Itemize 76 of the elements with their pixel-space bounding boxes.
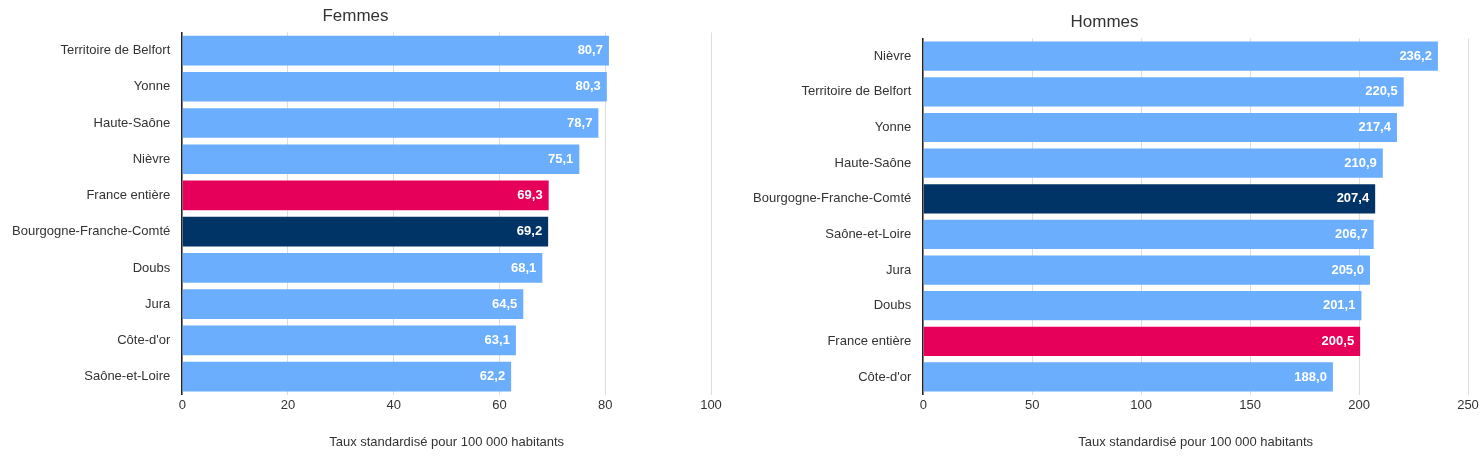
- data-label: 207,4: [1336, 190, 1370, 206]
- x-tick-label: 80: [598, 397, 613, 413]
- y-tick-label: Territoire de Belfort: [801, 83, 912, 99]
- y-tick-label: Bourgogne-Franche-Comté: [753, 190, 912, 206]
- x-tick-label: 200: [1348, 397, 1370, 413]
- bar: [923, 291, 1362, 321]
- data-label: 80,7: [577, 42, 603, 58]
- y-tick-label: Doubs: [873, 297, 912, 313]
- bar: [923, 255, 1370, 285]
- y-tick-label: Haute-Saône: [834, 154, 912, 170]
- bar: [923, 362, 1333, 392]
- x-tick-label: 20: [280, 397, 296, 413]
- y-tick-label: France entière: [86, 187, 171, 203]
- bar: [182, 325, 516, 356]
- bar: [923, 41, 1438, 71]
- bar: [182, 216, 549, 247]
- data-label: 220,5: [1365, 83, 1398, 99]
- x-tick-label: 50: [1024, 397, 1040, 413]
- x-axis-title: Taux standardisé pour 100 000 habitants: [1078, 433, 1314, 449]
- data-label: 68,1: [511, 259, 537, 275]
- bar: [182, 253, 543, 283]
- data-label: 62,2: [479, 368, 506, 384]
- data-label: 205,0: [1331, 261, 1364, 277]
- data-label: 63,1: [484, 332, 510, 348]
- data-label: 206,7: [1335, 226, 1368, 241]
- x-tick-label: 0: [919, 397, 927, 413]
- data-label: 80,3: [575, 78, 601, 94]
- data-label: 75,1: [548, 150, 574, 166]
- bar: [182, 35, 609, 66]
- bar: [923, 148, 1383, 178]
- data-label: 236,2: [1399, 47, 1432, 63]
- x-tick-label: 100: [1130, 397, 1152, 413]
- y-tick-label: Doubs: [132, 259, 171, 275]
- data-label: 210,9: [1344, 154, 1377, 170]
- x-tick-label: 0: [178, 397, 186, 413]
- bar: [923, 77, 1404, 107]
- y-tick-label: Jura: [885, 261, 913, 277]
- y-tick-label: Yonne: [874, 119, 912, 135]
- y-tick-label: Côte-d'or: [117, 332, 171, 348]
- x-axis-title: Taux standardisé pour 100 000 habitants: [329, 433, 565, 449]
- bar: [182, 289, 524, 320]
- y-tick-label: Nièvre: [873, 47, 912, 63]
- x-tick-label: 60: [492, 397, 507, 413]
- chart-title: Hommes: [1070, 11, 1139, 31]
- chart-title: Femmes: [322, 5, 389, 25]
- y-tick-label: Territoire de Belfort: [60, 42, 171, 58]
- data-label: 78,7: [567, 114, 593, 130]
- bar: [923, 326, 1361, 356]
- data-label: 188,0: [1294, 368, 1327, 384]
- y-tick-label: Yonne: [133, 78, 171, 94]
- y-tick-label: Côte-d'or: [858, 368, 912, 384]
- y-tick-label: France entière: [827, 332, 912, 348]
- x-tick-label: 100: [700, 397, 722, 413]
- x-tick-label: 150: [1239, 397, 1261, 413]
- data-label: 201,1: [1322, 297, 1356, 313]
- y-tick-label: Saône-et-Loire: [84, 368, 171, 384]
- bar: [182, 144, 580, 175]
- data-label: 69,3: [517, 187, 543, 203]
- data-label: 200,5: [1321, 332, 1355, 348]
- bar: [923, 112, 1397, 143]
- data-label: 69,2: [516, 223, 543, 239]
- x-tick-label: 250: [1457, 397, 1479, 413]
- bar: [182, 108, 599, 138]
- y-tick-label: Haute-Saône: [93, 114, 171, 130]
- y-tick-label: Saône-et-Loire: [825, 226, 912, 241]
- data-label: 217,4: [1358, 119, 1392, 135]
- bar: [182, 361, 512, 392]
- y-tick-label: Nièvre: [132, 150, 171, 166]
- y-tick-label: Bourgogne-Franche-Comté: [12, 223, 171, 239]
- bar: [182, 71, 607, 102]
- bar: [923, 184, 1376, 214]
- x-tick-label: 40: [386, 397, 401, 413]
- data-label: 64,5: [491, 295, 518, 311]
- bar: [923, 219, 1374, 250]
- y-tick-label: Jura: [144, 295, 172, 311]
- bar: [182, 180, 549, 211]
